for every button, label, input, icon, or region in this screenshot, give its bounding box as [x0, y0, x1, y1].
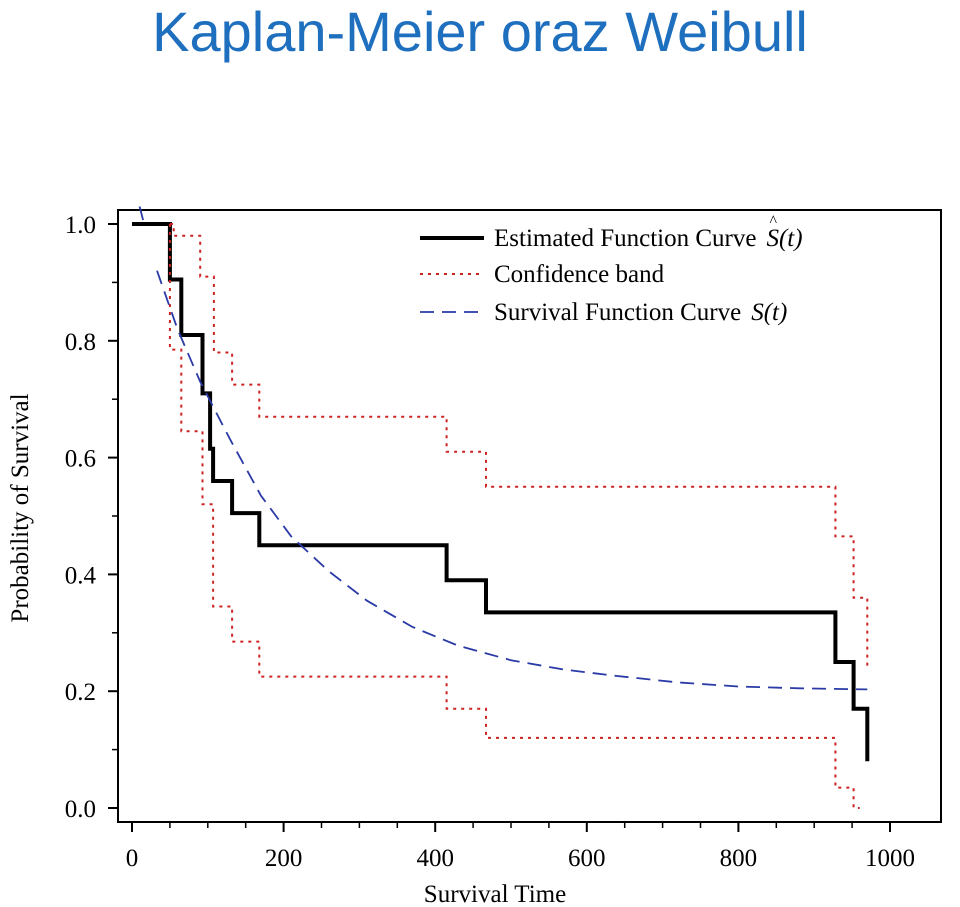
- legend-label: Survival Function Curve: [494, 299, 741, 326]
- y-tick-label: 0.0: [65, 796, 96, 823]
- confidence-band-upper: [169, 223, 869, 668]
- x-tick-label: 0: [126, 845, 139, 872]
- series-line-early-fragment: [138, 206, 145, 225]
- legend-math-label: S(t): [751, 299, 787, 326]
- series-line-survival-function-curve: [156, 270, 868, 691]
- y-tick-label: 0.4: [65, 562, 97, 589]
- x-tick-label: 200: [265, 845, 303, 872]
- legend: Estimated Function Curve S(t)^Confidence …: [420, 213, 803, 326]
- y-tick-label: 1.0: [65, 212, 96, 239]
- series-layer: [132, 206, 870, 809]
- series-line-estimated-function-curve: [132, 222, 870, 762]
- legend-label: Confidence band: [494, 261, 665, 288]
- x-tick-label: 400: [416, 845, 454, 872]
- x-tick-label: 800: [720, 845, 758, 872]
- axis-ticks: 0 200 400 600 800 1000 0.0 0.2 0.4 0.6 0.8 1.0: [65, 212, 915, 872]
- x-tick-label: 1000: [865, 845, 915, 872]
- confidence-band-lower: [168, 224, 860, 809]
- y-axis-label: Probability of Survival: [7, 393, 34, 622]
- legend-label: Estimated Function Curve: [494, 225, 756, 252]
- y-tick-label: 0.8: [65, 329, 96, 356]
- hat-accent-icon: ^: [769, 213, 777, 230]
- x-tick-label: 600: [568, 845, 606, 872]
- y-tick-label: 0.6: [65, 446, 96, 473]
- slide-title: Kaplan-Meier oraz Weibull: [152, 0, 808, 63]
- legend-math-label: S(t): [766, 225, 802, 252]
- x-axis-label: Survival Time: [424, 881, 566, 907]
- y-tick-label: 0.2: [65, 679, 96, 706]
